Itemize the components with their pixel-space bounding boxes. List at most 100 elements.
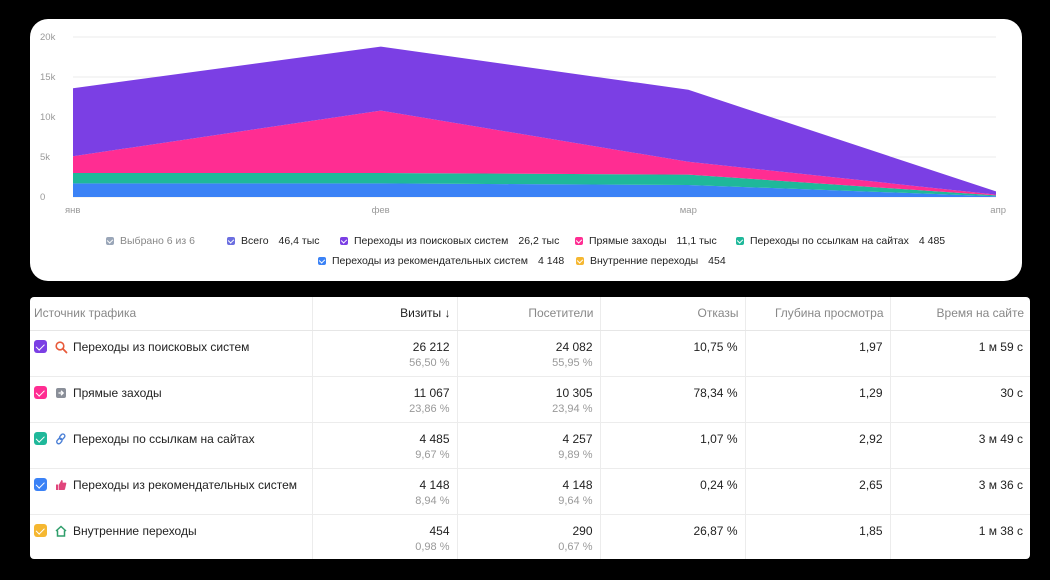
time-value: 3 м 36 с (978, 477, 1023, 492)
table-row[interactable]: Переходы по ссылкам на сайтах 4 485 9,67 %… (30, 422, 1030, 469)
home-icon (54, 524, 68, 538)
legend-checkbox-icon[interactable] (318, 257, 326, 265)
visitors-value: 4 148 (562, 477, 593, 492)
cell-bounce: 10,75 % (600, 330, 746, 377)
visits-percent: 0,98 % (415, 540, 450, 553)
bounce-value: 10,75 % (693, 339, 738, 354)
header-visits[interactable]: Визиты ↓ (312, 297, 458, 331)
cell-bounce: 78,34 % (600, 376, 746, 423)
legend-checkbox-icon[interactable] (575, 237, 583, 245)
legend-item[interactable]: Всего 46,4 тыс (227, 235, 320, 247)
legend-checkbox-icon[interactable] (227, 237, 235, 245)
cell-source: Переходы из поисковых систем (30, 330, 313, 377)
legend-item[interactable]: Переходы по ссылкам на сайтах 4 485 (736, 235, 945, 247)
legend-item[interactable]: Переходы из поисковых систем 26,2 тыс (340, 235, 559, 247)
table-row[interactable]: Переходы из рекомендательных систем 4 148… (30, 468, 1030, 515)
x-tick-label: апр (990, 205, 1006, 216)
visits-value: 11 067 (413, 385, 450, 400)
legend-label: Переходы из поисковых систем (354, 235, 509, 247)
source-label[interactable]: Прямые заходы (73, 385, 162, 400)
cell-visitors: 290 0,67 % (457, 514, 601, 559)
visits-value: 26 212 (412, 339, 450, 354)
depth-value: 1,29 (859, 385, 883, 400)
legend-label: Внутренние переходы (590, 255, 699, 267)
table-header-row: Источник трафика Визиты ↓ Посетители Отк… (30, 297, 1030, 331)
visitors-value: 4 257 (562, 431, 593, 446)
row-checkbox-icon[interactable] (34, 432, 47, 445)
cell-depth: 1,97 (745, 330, 891, 377)
bounce-value: 26,87 % (693, 523, 738, 538)
row-checkbox-icon[interactable] (34, 478, 47, 491)
cell-time-on-site: 3 м 36 с (890, 468, 1030, 515)
row-checkbox-icon[interactable] (34, 340, 47, 353)
x-tick-label: мар (680, 205, 697, 216)
x-tick-label: фев (372, 205, 390, 216)
area-series[interactable] (73, 46, 996, 195)
visitors-percent: 9,64 % (558, 494, 593, 507)
source-label[interactable]: Переходы из поисковых систем (73, 339, 250, 354)
row-checkbox-icon[interactable] (34, 386, 47, 399)
cell-visits: 11 067 23,86 % (312, 376, 458, 423)
cell-visitors: 24 082 55,95 % (457, 330, 601, 377)
y-tick-label: 0 (40, 192, 45, 203)
legend-label: Прямые заходы (589, 235, 667, 247)
table-body: Переходы из поисковых систем 26 212 56,50 … (30, 330, 1030, 559)
cell-visits: 454 0,98 % (312, 514, 458, 559)
header-depth[interactable]: Глубина просмотра (745, 297, 891, 331)
thumbs-up-icon (54, 478, 68, 492)
legend-item[interactable]: Переходы из рекомендательных систем 4 148 (318, 255, 564, 267)
cell-depth: 1,85 (745, 514, 891, 559)
visits-value: 4 148 (419, 477, 450, 492)
depth-value: 1,85 (859, 523, 883, 538)
cell-source: Прямые заходы (30, 376, 313, 423)
legend-checkbox-icon[interactable] (106, 237, 114, 245)
table-row[interactable]: Внутренние переходы 454 0,98 % 290 0,67 % 26,… (30, 514, 1030, 559)
y-tick-label: 20k (40, 32, 56, 43)
legend-checkbox-icon[interactable] (340, 237, 348, 245)
cell-visitors: 4 148 9,64 % (457, 468, 601, 515)
visits-percent: 23,86 % (409, 402, 450, 415)
cell-depth: 2,92 (745, 422, 891, 469)
time-value: 30 с (1000, 385, 1023, 400)
bounce-value: 0,24 % (700, 477, 738, 492)
bounce-value: 1,07 % (700, 431, 738, 446)
legend-item[interactable]: Прямые заходы 11,1 тыс (575, 235, 717, 247)
link-icon (54, 432, 68, 446)
cell-time-on-site: 1 м 38 с (890, 514, 1030, 559)
legend-item[interactable]: Внутренние переходы 454 (576, 255, 726, 267)
area-series[interactable] (73, 183, 996, 197)
legend-value: 454 (708, 255, 726, 267)
cell-time-on-site: 1 м 59 с (890, 330, 1030, 377)
area-series[interactable] (73, 173, 996, 197)
visitors-percent: 23,94 % (552, 402, 593, 415)
source-label[interactable]: Переходы по ссылкам на сайтах (73, 431, 255, 446)
search-icon (54, 340, 68, 354)
x-tick-label: янв (65, 205, 80, 216)
source-label[interactable]: Переходы из рекомендательных систем (73, 477, 297, 492)
legend-item[interactable]: Выбрано 6 из 6 (106, 235, 195, 247)
legend-label: Выбрано 6 из 6 (120, 235, 195, 247)
cell-bounce: 26,87 % (600, 514, 746, 559)
legend-value: 4 148 (538, 255, 565, 267)
legend-value: 46,4 тыс (278, 235, 320, 247)
cell-source: Внутренние переходы (30, 514, 313, 559)
header-time-on-site[interactable]: Время на сайте (890, 297, 1030, 331)
source-label[interactable]: Внутренние переходы (73, 523, 197, 538)
legend-label: Всего (241, 235, 269, 247)
area-series[interactable] (73, 110, 996, 196)
row-checkbox-icon[interactable] (34, 524, 47, 537)
bounce-value: 78,34 % (693, 385, 738, 400)
visitors-percent: 55,95 % (552, 356, 593, 369)
legend-label: Переходы по ссылкам на сайтах (750, 235, 909, 247)
traffic-sources-table: Источник трафика Визиты ↓ Посетители Отк… (30, 297, 1030, 559)
table-row[interactable]: Переходы из поисковых систем 26 212 56,50 … (30, 330, 1030, 377)
table-row[interactable]: Прямые заходы 11 067 23,86 % 10 305 23,94 % 7… (30, 376, 1030, 423)
legend-checkbox-icon[interactable] (576, 257, 584, 265)
cell-visitors: 4 257 9,89 % (457, 422, 601, 469)
cell-time-on-site: 3 м 49 с (890, 422, 1030, 469)
legend-checkbox-icon[interactable] (736, 237, 744, 245)
header-source[interactable]: Источник трафика (30, 297, 313, 331)
header-visitors[interactable]: Посетители (457, 297, 601, 331)
header-bounce[interactable]: Отказы (600, 297, 746, 331)
